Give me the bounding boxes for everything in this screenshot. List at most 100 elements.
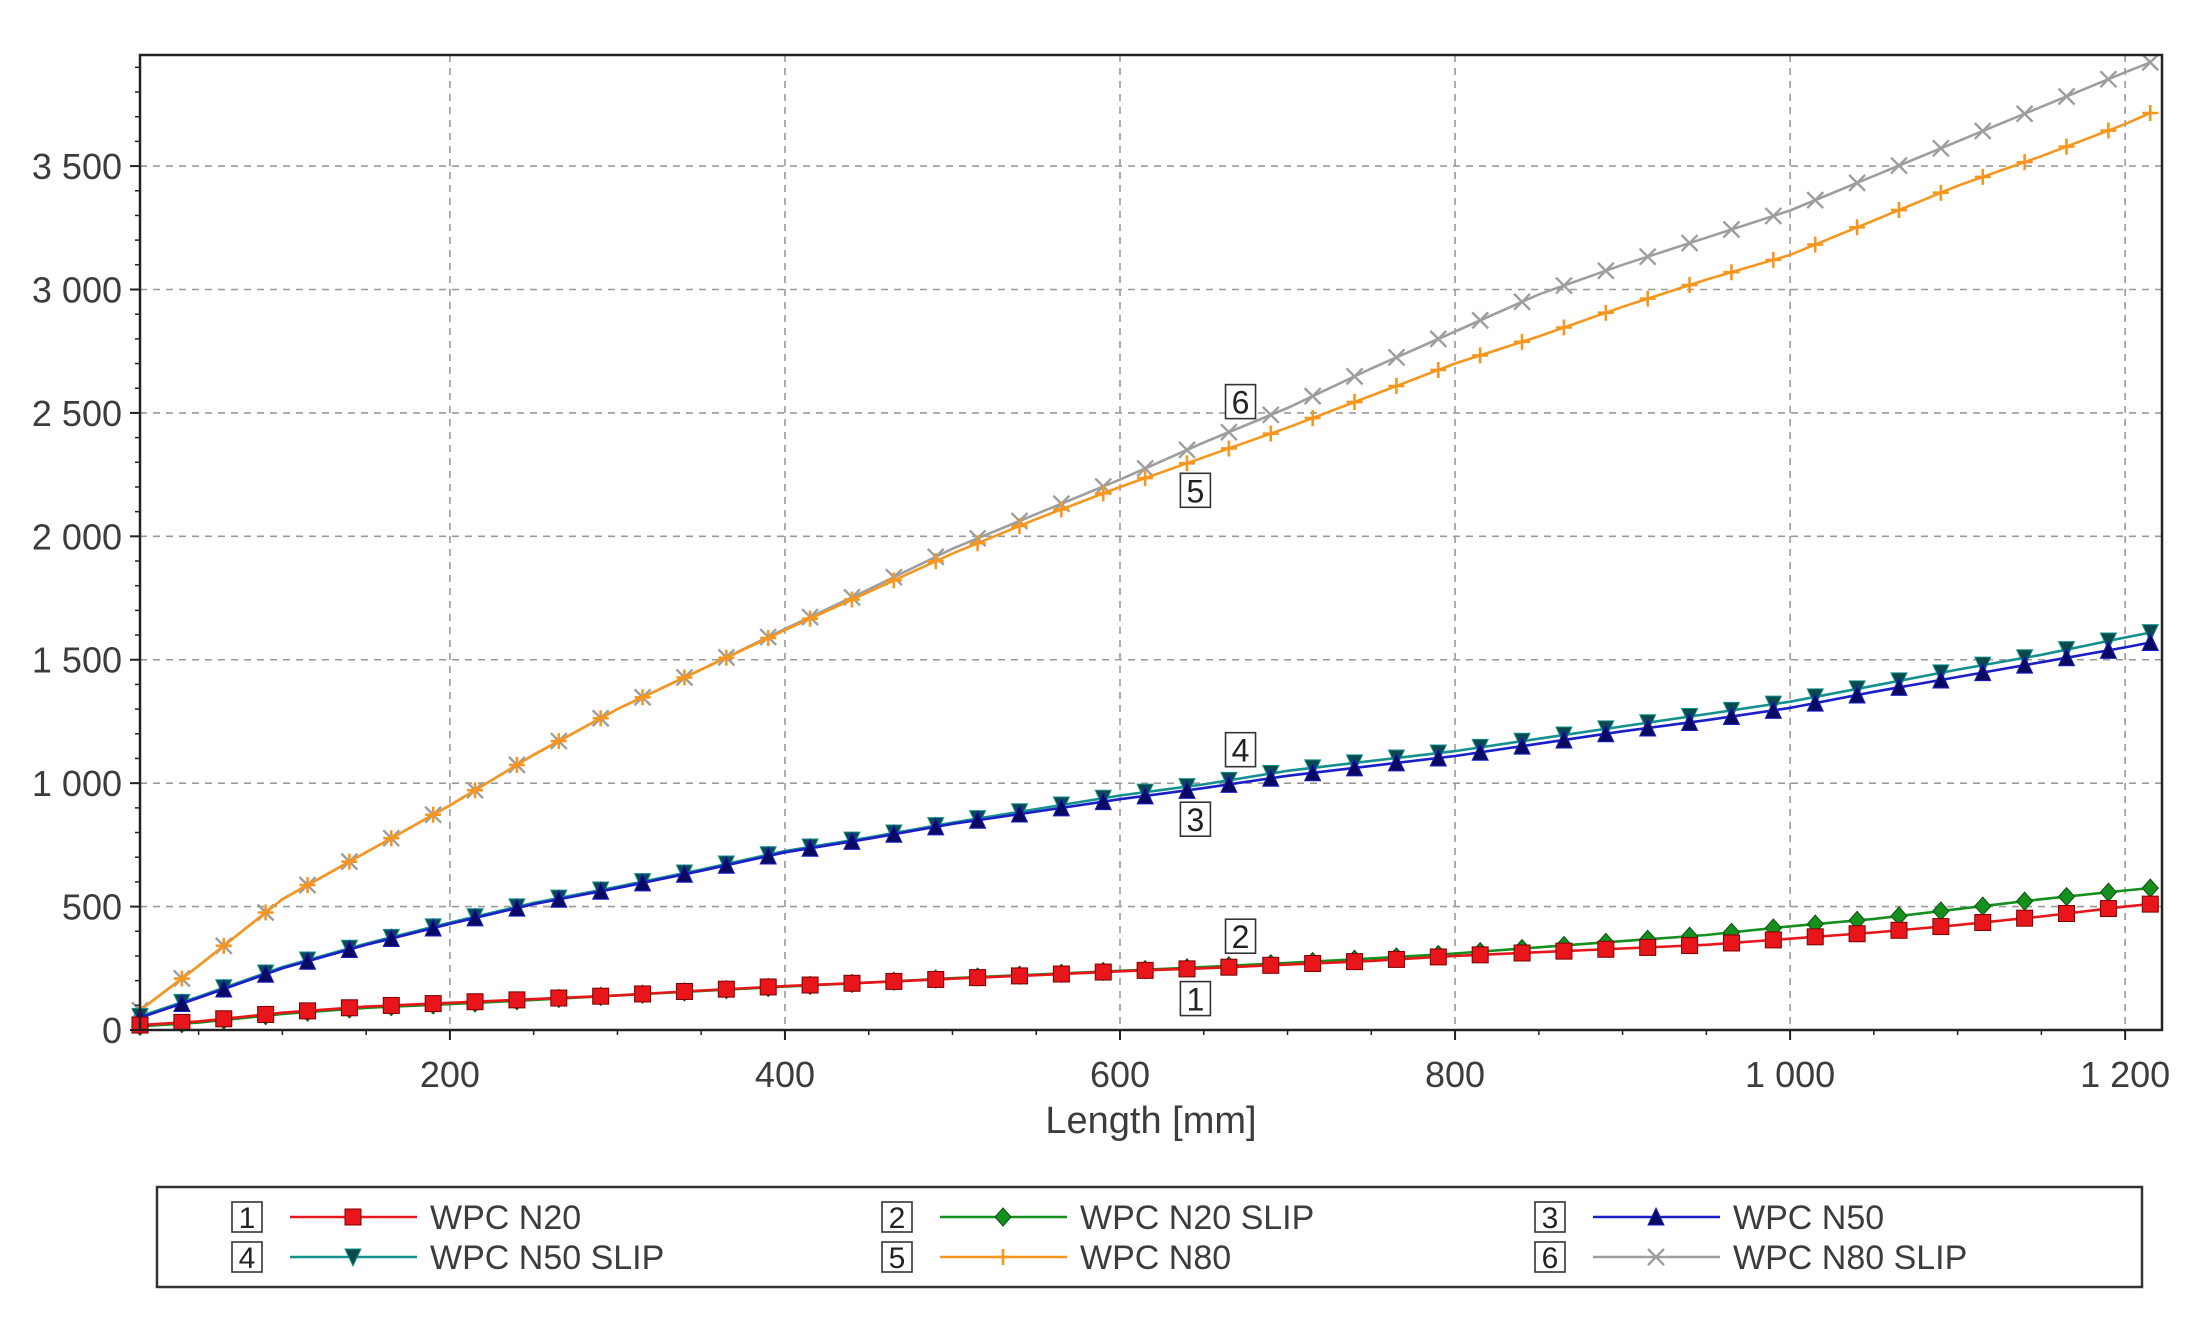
data-point (927, 553, 944, 570)
data-point (1555, 319, 1572, 336)
data-point (1638, 247, 1657, 266)
data-point (1429, 330, 1448, 348)
data-point (1261, 406, 1280, 424)
data-point (1597, 940, 1615, 958)
data-point (550, 889, 568, 908)
data-point (1932, 669, 1950, 689)
data-point (425, 806, 442, 823)
data-point (257, 1005, 275, 1023)
data-point (759, 978, 777, 996)
data-point (675, 864, 694, 883)
y-tick-label: 1 500 (32, 640, 122, 681)
data-point (2141, 878, 2159, 898)
x-tick-label: 1 000 (1745, 1054, 1835, 1095)
data-point (2015, 104, 2034, 123)
callout-number: 6 (1232, 385, 1250, 421)
data-point (1513, 292, 1531, 311)
y-tick-label: 3 000 (32, 269, 122, 310)
series-callout-5: 5 (1179, 472, 1212, 509)
legend-label: WPC N50 SLIP (430, 1239, 664, 1277)
data-point (340, 939, 359, 959)
data-point (717, 855, 736, 874)
data-point (2099, 900, 2117, 918)
data-point (1220, 440, 1237, 457)
data-point (676, 669, 693, 686)
data-point (1220, 774, 1238, 793)
x-tick-label: 400 (755, 1054, 815, 1095)
data-point (1806, 692, 1825, 712)
data-point (1932, 918, 1950, 936)
data-point (341, 853, 358, 870)
data-point (1974, 914, 1992, 932)
data-point (994, 1207, 1012, 1227)
data-point (1974, 896, 1992, 916)
data-point (1471, 742, 1489, 761)
data-point (1010, 803, 1029, 823)
data-point (1136, 459, 1154, 478)
data-point (508, 897, 526, 917)
data-point (466, 993, 484, 1011)
data-point (1848, 174, 1866, 192)
data-point (1388, 378, 1405, 395)
data-point (1346, 394, 1363, 411)
data-point (843, 831, 861, 850)
data-point (299, 1002, 317, 1020)
callout-box (1224, 731, 1257, 768)
data-point (1932, 901, 1950, 921)
data-point (1807, 236, 1824, 253)
x-tick-label: 800 (1425, 1054, 1485, 1095)
callout-box (1179, 980, 1212, 1017)
series-callout-2: 2 (1224, 918, 1257, 955)
data-point (1262, 425, 1279, 442)
grid-lines (140, 55, 2162, 1030)
data-point (2141, 632, 2160, 651)
data-point (299, 877, 316, 894)
data-point (634, 985, 652, 1003)
data-point (591, 881, 610, 900)
data-point (633, 872, 652, 892)
data-point (1513, 944, 1531, 962)
data-point (802, 610, 819, 627)
data-point (1303, 387, 1322, 405)
legend-number: 5 (889, 1242, 906, 1275)
series-line (139, 111, 2151, 1012)
x-tick-label: 1 200 (2080, 1054, 2170, 1095)
data-point (927, 970, 945, 988)
data-point (173, 970, 190, 987)
data-point (344, 1248, 362, 1268)
data-point (1597, 304, 1614, 321)
data-point (2099, 70, 2118, 89)
data-point (1303, 762, 1322, 782)
legend-label: WPC N80 SLIP (1733, 1239, 1967, 1277)
data-point (2016, 154, 2033, 171)
data-point (424, 995, 442, 1013)
data-point (383, 830, 400, 847)
data-point (1638, 717, 1657, 737)
x-tick-label: 600 (1090, 1054, 1150, 1095)
data-point (1345, 367, 1364, 386)
legend-label: WPC N80 (1080, 1239, 1231, 1277)
data-point (2016, 909, 2034, 927)
data-point (1010, 967, 1028, 985)
data-point (1890, 156, 1908, 175)
legend-number-box (881, 1241, 913, 1273)
data-point (2141, 895, 2159, 913)
data-point (466, 907, 484, 927)
y-tick-label: 500 (62, 887, 122, 928)
axes: 200 400 600 800 1 000 1 200 0 500 1 000 1 500 2 00… (32, 66, 2170, 1095)
data-point (1513, 735, 1531, 755)
data-point (2141, 53, 2160, 72)
data-point (592, 987, 610, 1005)
x-axis-title: Length [mm] (1045, 1100, 1256, 1142)
legend-entry-5: 5 WPC N80 (881, 1239, 1231, 1277)
data-point (1052, 965, 1070, 983)
callout-number: 2 (1232, 919, 1250, 955)
data-point (1849, 219, 1866, 236)
data-point (1178, 780, 1196, 799)
series-line (139, 631, 2151, 1018)
data-point (926, 816, 945, 836)
series-callout-4: 4 (1224, 731, 1257, 769)
series-callout-3: 3 (1179, 801, 1212, 838)
data-point (1973, 662, 1992, 682)
